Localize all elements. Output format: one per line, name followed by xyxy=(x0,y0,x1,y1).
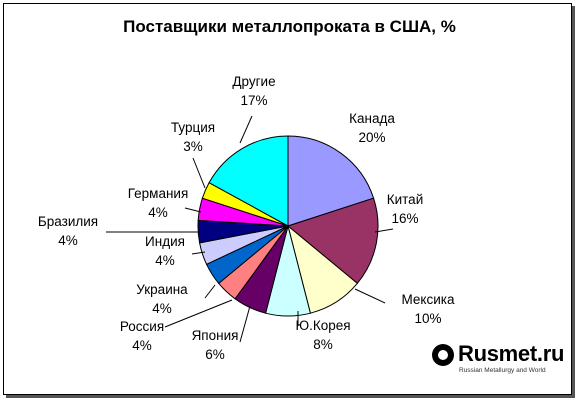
leader-line-турция xyxy=(192,157,206,189)
slice-value-канада: 20% xyxy=(358,130,385,145)
leader-line-россия xyxy=(164,299,233,328)
slice-value-турция: 3% xyxy=(183,139,203,154)
slice-label-бразилия: Бразилия xyxy=(38,214,98,229)
pie-slice-другие xyxy=(208,135,289,227)
pie-slice-канада xyxy=(287,135,375,227)
slice-value-мексика: 10% xyxy=(414,311,441,326)
slice-value-бразилия: 4% xyxy=(58,233,78,248)
slice-label-индия: Индия xyxy=(145,234,185,249)
slice-label-япония: Япония xyxy=(192,328,239,343)
slice-value-россия: 4% xyxy=(132,338,152,353)
logo-tagline: Russian Metallurgy and World xyxy=(459,367,546,374)
leader-line-китай xyxy=(374,228,394,233)
pie-slice-китай xyxy=(286,197,379,285)
slice-value-германия: 4% xyxy=(148,205,168,220)
leader-line-украина xyxy=(204,284,216,299)
slice-label-россия: Россия xyxy=(120,319,164,334)
slice-value-украина: 4% xyxy=(152,301,172,316)
leader-line-германия xyxy=(184,207,202,213)
leader-line-другие xyxy=(239,115,253,144)
slice-label-украина: Украина xyxy=(136,282,188,297)
slice-label-германия: Германия xyxy=(128,186,189,201)
rusmet-logo: Rusmet.ru Russian Metallurgy and World xyxy=(432,341,565,378)
slice-value-ю-корея: 8% xyxy=(313,337,333,352)
slice-value-китай: 16% xyxy=(391,211,418,226)
slice-label-ю-корея: Ю.Корея xyxy=(295,318,350,333)
leader-line-япония xyxy=(239,305,251,343)
slice-label-канада: Канада xyxy=(349,111,395,126)
slice-label-мексика: Мексика xyxy=(402,292,455,307)
slice-value-япония: 6% xyxy=(205,347,225,362)
slice-value-индия: 4% xyxy=(155,253,175,268)
leader-line-индия xyxy=(191,251,206,255)
slice-label-другие: Другие xyxy=(232,74,275,89)
chart-title: Поставщики металлопроката в США, % xyxy=(123,17,456,36)
slice-label-китай: Китай xyxy=(387,192,424,207)
slice-label-турция: Турция xyxy=(171,120,215,135)
rusmet-logo-icon xyxy=(432,344,454,366)
logo-name: Rusmet.ru xyxy=(458,341,565,366)
slice-value-другие: 17% xyxy=(240,93,267,108)
leader-line-мексика xyxy=(354,288,386,304)
